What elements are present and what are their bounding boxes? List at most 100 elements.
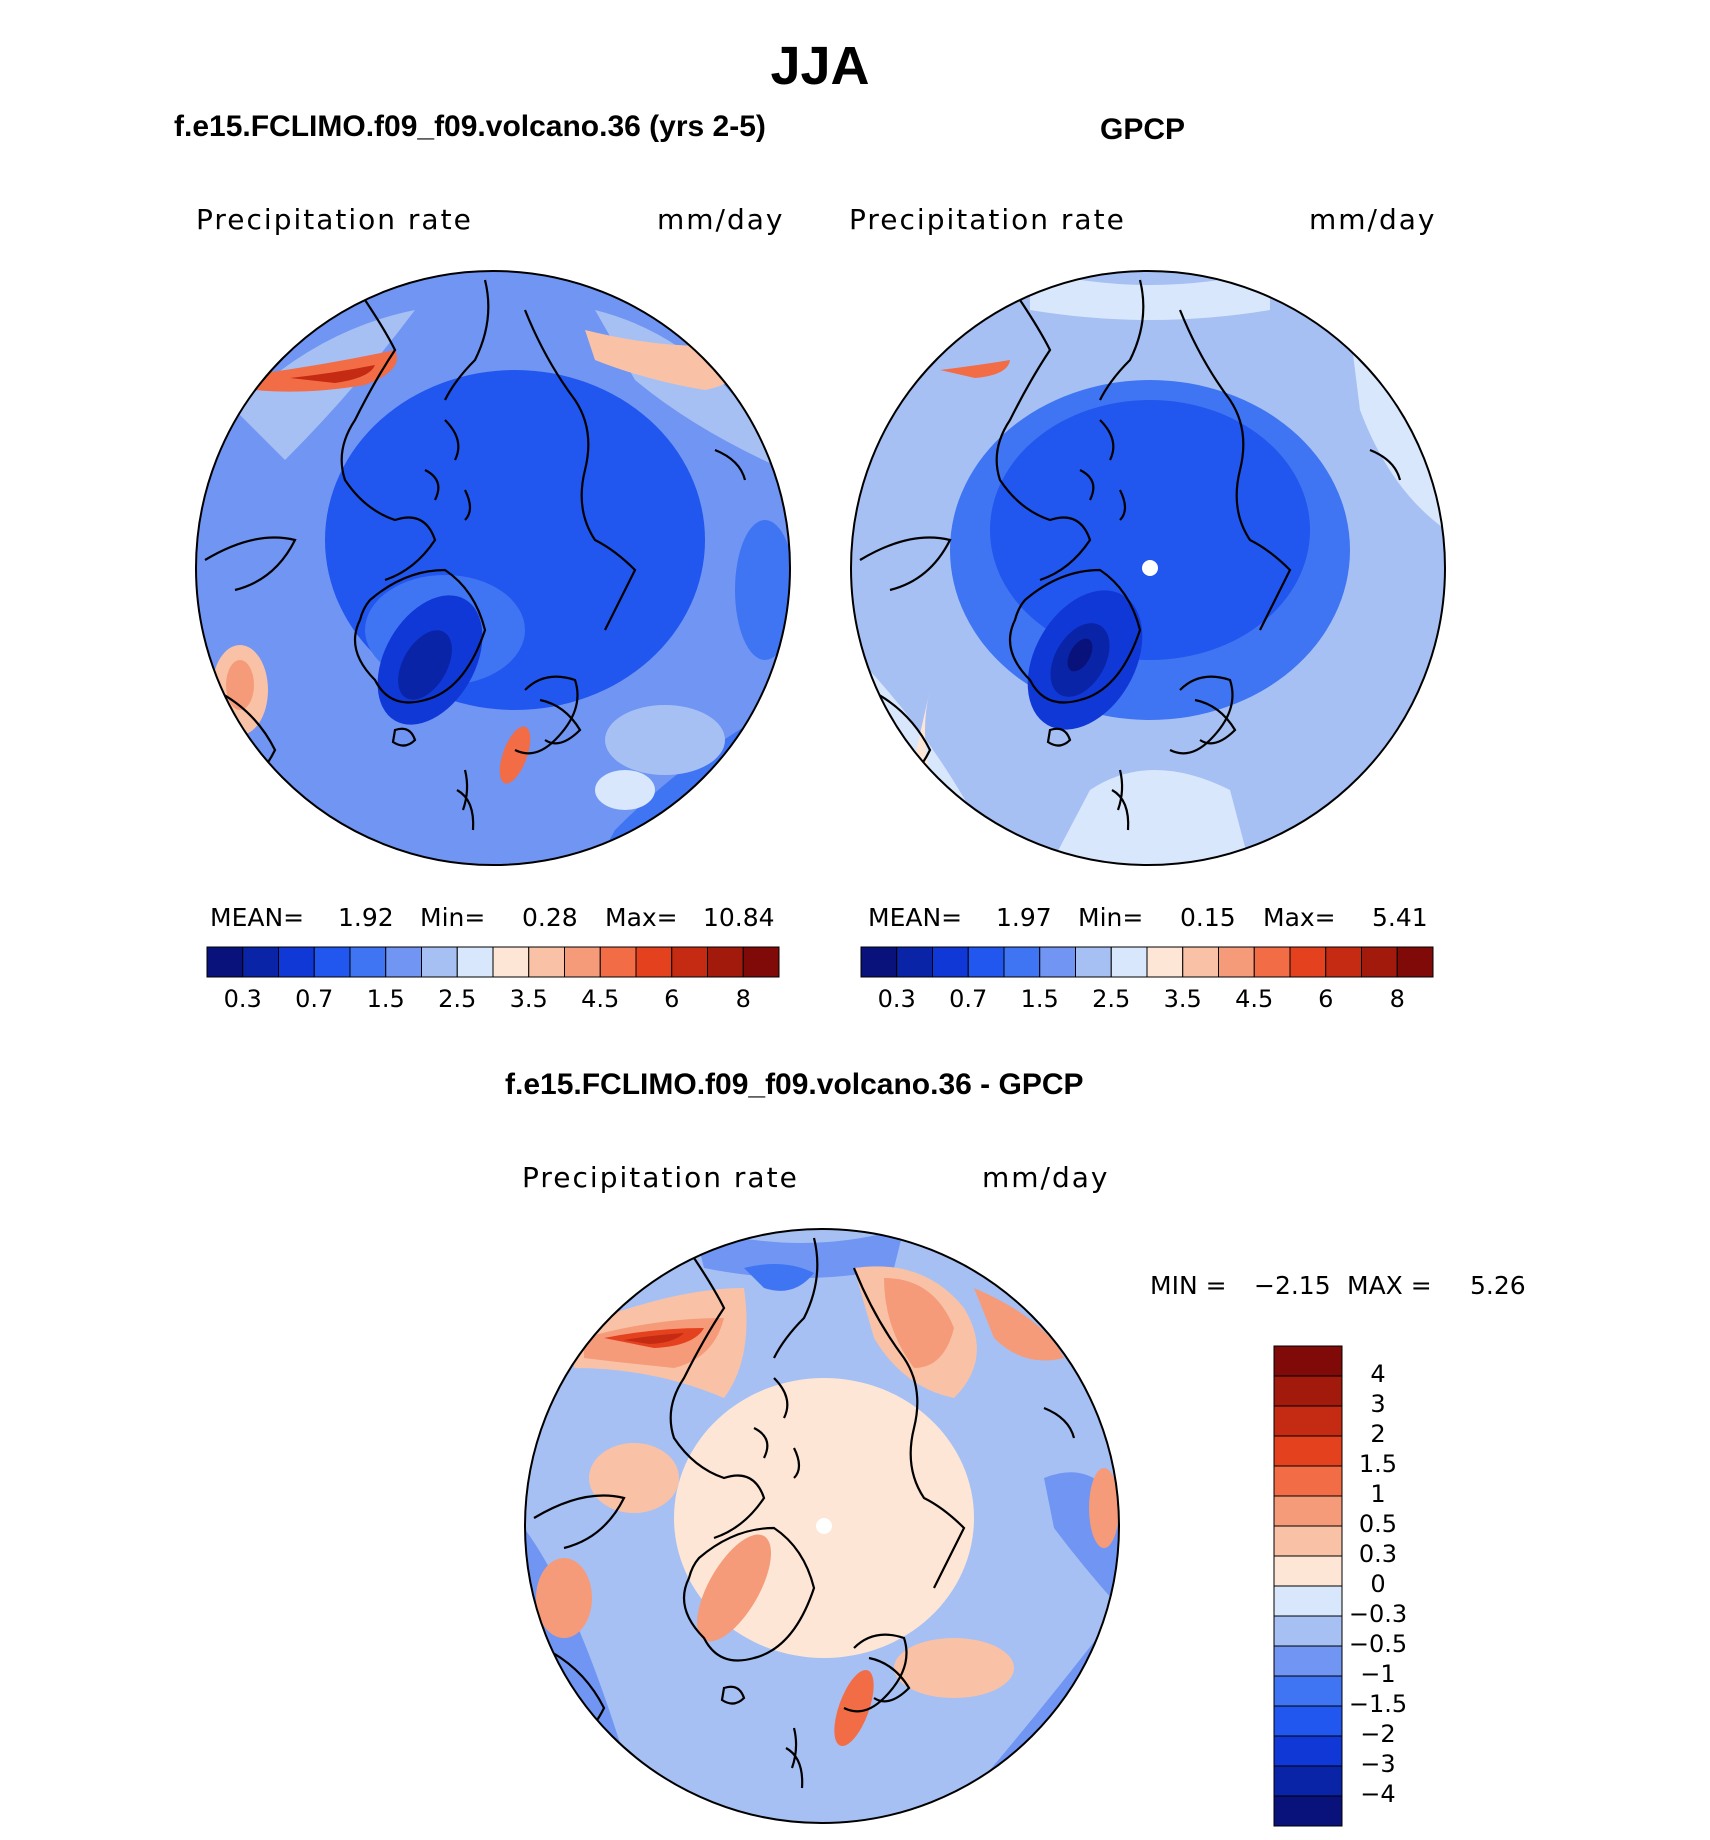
panel1-colorbar: [206, 946, 780, 978]
colorbar-tick-label: 4.5: [581, 985, 620, 1013]
colorbar-swatch: [1273, 1495, 1343, 1527]
panel1-max-label: Max=: [605, 903, 678, 932]
colorbar-tick-label: −0.5: [1348, 1630, 1408, 1658]
panel3-units-label: mm/day: [982, 1161, 1110, 1194]
panel2-min-label: Min=: [1078, 903, 1144, 932]
colorbar-tick-label: 3: [1370, 1390, 1386, 1418]
colorbar-swatch: [635, 946, 673, 978]
panel2-map: [850, 270, 1446, 866]
colorbar-tick-label: 3.5: [1163, 985, 1202, 1013]
pole-hole: [816, 1518, 832, 1534]
colorbar-swatch: [1273, 1435, 1343, 1467]
colorbar-tick-label: 1.5: [1358, 1450, 1398, 1478]
colorbar-tick-label: 1.5: [1020, 985, 1059, 1013]
pacific-storm-track-max: [250, 350, 397, 392]
colorbar-swatch: [1273, 1735, 1343, 1767]
colorbar-swatch: [1273, 1675, 1343, 1707]
panel2-units-label: mm/day: [1309, 203, 1437, 236]
colorbar-swatch: [1039, 946, 1076, 978]
panel1-mean-value: 1.92: [338, 903, 394, 932]
colorbar-swatch: [1361, 946, 1398, 978]
colorbar-swatch: [456, 946, 494, 978]
colorbar-tick-label: 0.3: [223, 985, 262, 1013]
panel1-min-label: Min=: [420, 903, 486, 932]
colorbar-tick-label: −2: [1360, 1720, 1396, 1748]
colorbar-swatch: [1396, 946, 1434, 978]
panel2-max-value: 5.41: [1372, 903, 1428, 932]
panel2-title: GPCP: [1100, 113, 1186, 146]
panel1-mean-label: MEAN=: [210, 903, 305, 932]
colorbar-tick-label: 2.5: [438, 985, 477, 1013]
colorbar-tick-label: 2: [1370, 1420, 1386, 1448]
colorbar-tick-label: −0.3: [1348, 1600, 1408, 1628]
colorbar-swatch: [1253, 946, 1291, 978]
colorbar-tick-label: 4: [1370, 1360, 1386, 1388]
colorbar-swatch: [1325, 946, 1362, 978]
colorbar-swatch: [1075, 946, 1112, 978]
colorbar-swatch: [1273, 1405, 1343, 1437]
colorbar-swatch: [932, 946, 969, 978]
panel2-mean-label: MEAN=: [868, 903, 963, 932]
colorbar-swatch: [707, 946, 744, 978]
colorbar-swatch: [1273, 1525, 1343, 1557]
colorbar-swatch: [671, 946, 708, 978]
colorbar-tick-label: 0.7: [295, 985, 334, 1013]
colorbar-swatch: [421, 946, 458, 978]
colorbar-tick-label: 0.3: [1358, 1540, 1398, 1568]
colorbar-tick-label: 1: [1370, 1480, 1386, 1508]
colorbar-tick-label: 0.5: [1358, 1510, 1398, 1538]
colorbar-swatch: [1273, 1585, 1343, 1617]
panel1-units-label: mm/day: [657, 203, 785, 236]
colorbar-swatch: [1110, 946, 1148, 978]
colorbar-swatch: [1218, 946, 1255, 978]
colorbar-swatch: [1273, 1705, 1343, 1737]
colorbar-tick-label: 4.5: [1235, 985, 1274, 1013]
colorbar-swatch: [1289, 946, 1327, 978]
panel1-min-value: 0.28: [522, 903, 578, 932]
colorbar-swatch: [1273, 1615, 1343, 1647]
colorbar-swatch: [528, 946, 565, 978]
colorbar-tick-label: −3: [1360, 1750, 1396, 1778]
colorbar-tick-label: 0.7: [949, 985, 988, 1013]
panel2-mean-value: 1.97: [996, 903, 1052, 932]
panel2-max-label: Max=: [1263, 903, 1336, 932]
colorbar-tick-label: 0: [1370, 1570, 1386, 1598]
colorbar-tick-label: 8: [735, 985, 751, 1013]
panel2-min-value: 0.15: [1180, 903, 1236, 932]
figure-title: JJA: [770, 36, 870, 96]
colorbar-swatch: [1273, 1795, 1343, 1827]
panel3-colorbar-ticks: 4 3 2 1.5 1 0.5 0.3 0 −0.3 −0.5 −1 −1.5 −2 −3 −4: [1342, 1346, 1442, 1826]
panel3-min-value: −2.15: [1254, 1271, 1331, 1300]
colorbar-swatch: [1273, 1375, 1343, 1407]
colorbar-swatch: [1003, 946, 1041, 978]
panel3-colorbar: [1273, 1345, 1343, 1827]
colorbar-swatch: [860, 946, 898, 978]
colorbar-tick-label: 0.3: [877, 985, 916, 1013]
colorbar-swatch: [313, 946, 351, 978]
panel1-map: [195, 270, 791, 866]
colorbar-swatch: [349, 946, 387, 978]
panel3-max-label: MAX =: [1347, 1271, 1432, 1300]
coastlines: [859, 279, 1402, 831]
colorbar-swatch: [385, 946, 422, 978]
colorbar-tick-label: −1: [1360, 1660, 1396, 1688]
colorbar-swatch: [242, 946, 279, 978]
colorbar-swatch: [206, 946, 244, 978]
panel1-variable-label: Precipitation rate: [196, 203, 473, 236]
panel1-colorbar-ticks: 0.3 0.7 1.5 2.5 3.5 4.5 6 8: [207, 985, 779, 1015]
panel3-title: f.e15.FCLIMO.f09_f09.volcano.36 - GPCP: [505, 1068, 1084, 1101]
colorbar-swatch: [742, 946, 780, 978]
colorbar-swatch: [967, 946, 1005, 978]
panel2-variable-label: Precipitation rate: [849, 203, 1126, 236]
colorbar-tick-label: 1.5: [366, 985, 405, 1013]
panel3-max-value: 5.26: [1470, 1271, 1526, 1300]
panel2-colorbar-ticks: 0.3 0.7 1.5 2.5 3.5 4.5 6 8: [861, 985, 1433, 1015]
colorbar-tick-label: 3.5: [509, 985, 548, 1013]
panel1-title: f.e15.FCLIMO.f09_f09.volcano.36 (yrs 2-5…: [174, 110, 766, 143]
colorbar-tick-label: 6: [1318, 985, 1334, 1013]
colorbar-tick-label: −4: [1360, 1780, 1396, 1808]
panel3-variable-label: Precipitation rate: [522, 1161, 799, 1194]
panel2-colorbar: [860, 946, 1434, 978]
colorbar-tick-label: 2.5: [1092, 985, 1131, 1013]
colorbar-swatch: [896, 946, 933, 978]
